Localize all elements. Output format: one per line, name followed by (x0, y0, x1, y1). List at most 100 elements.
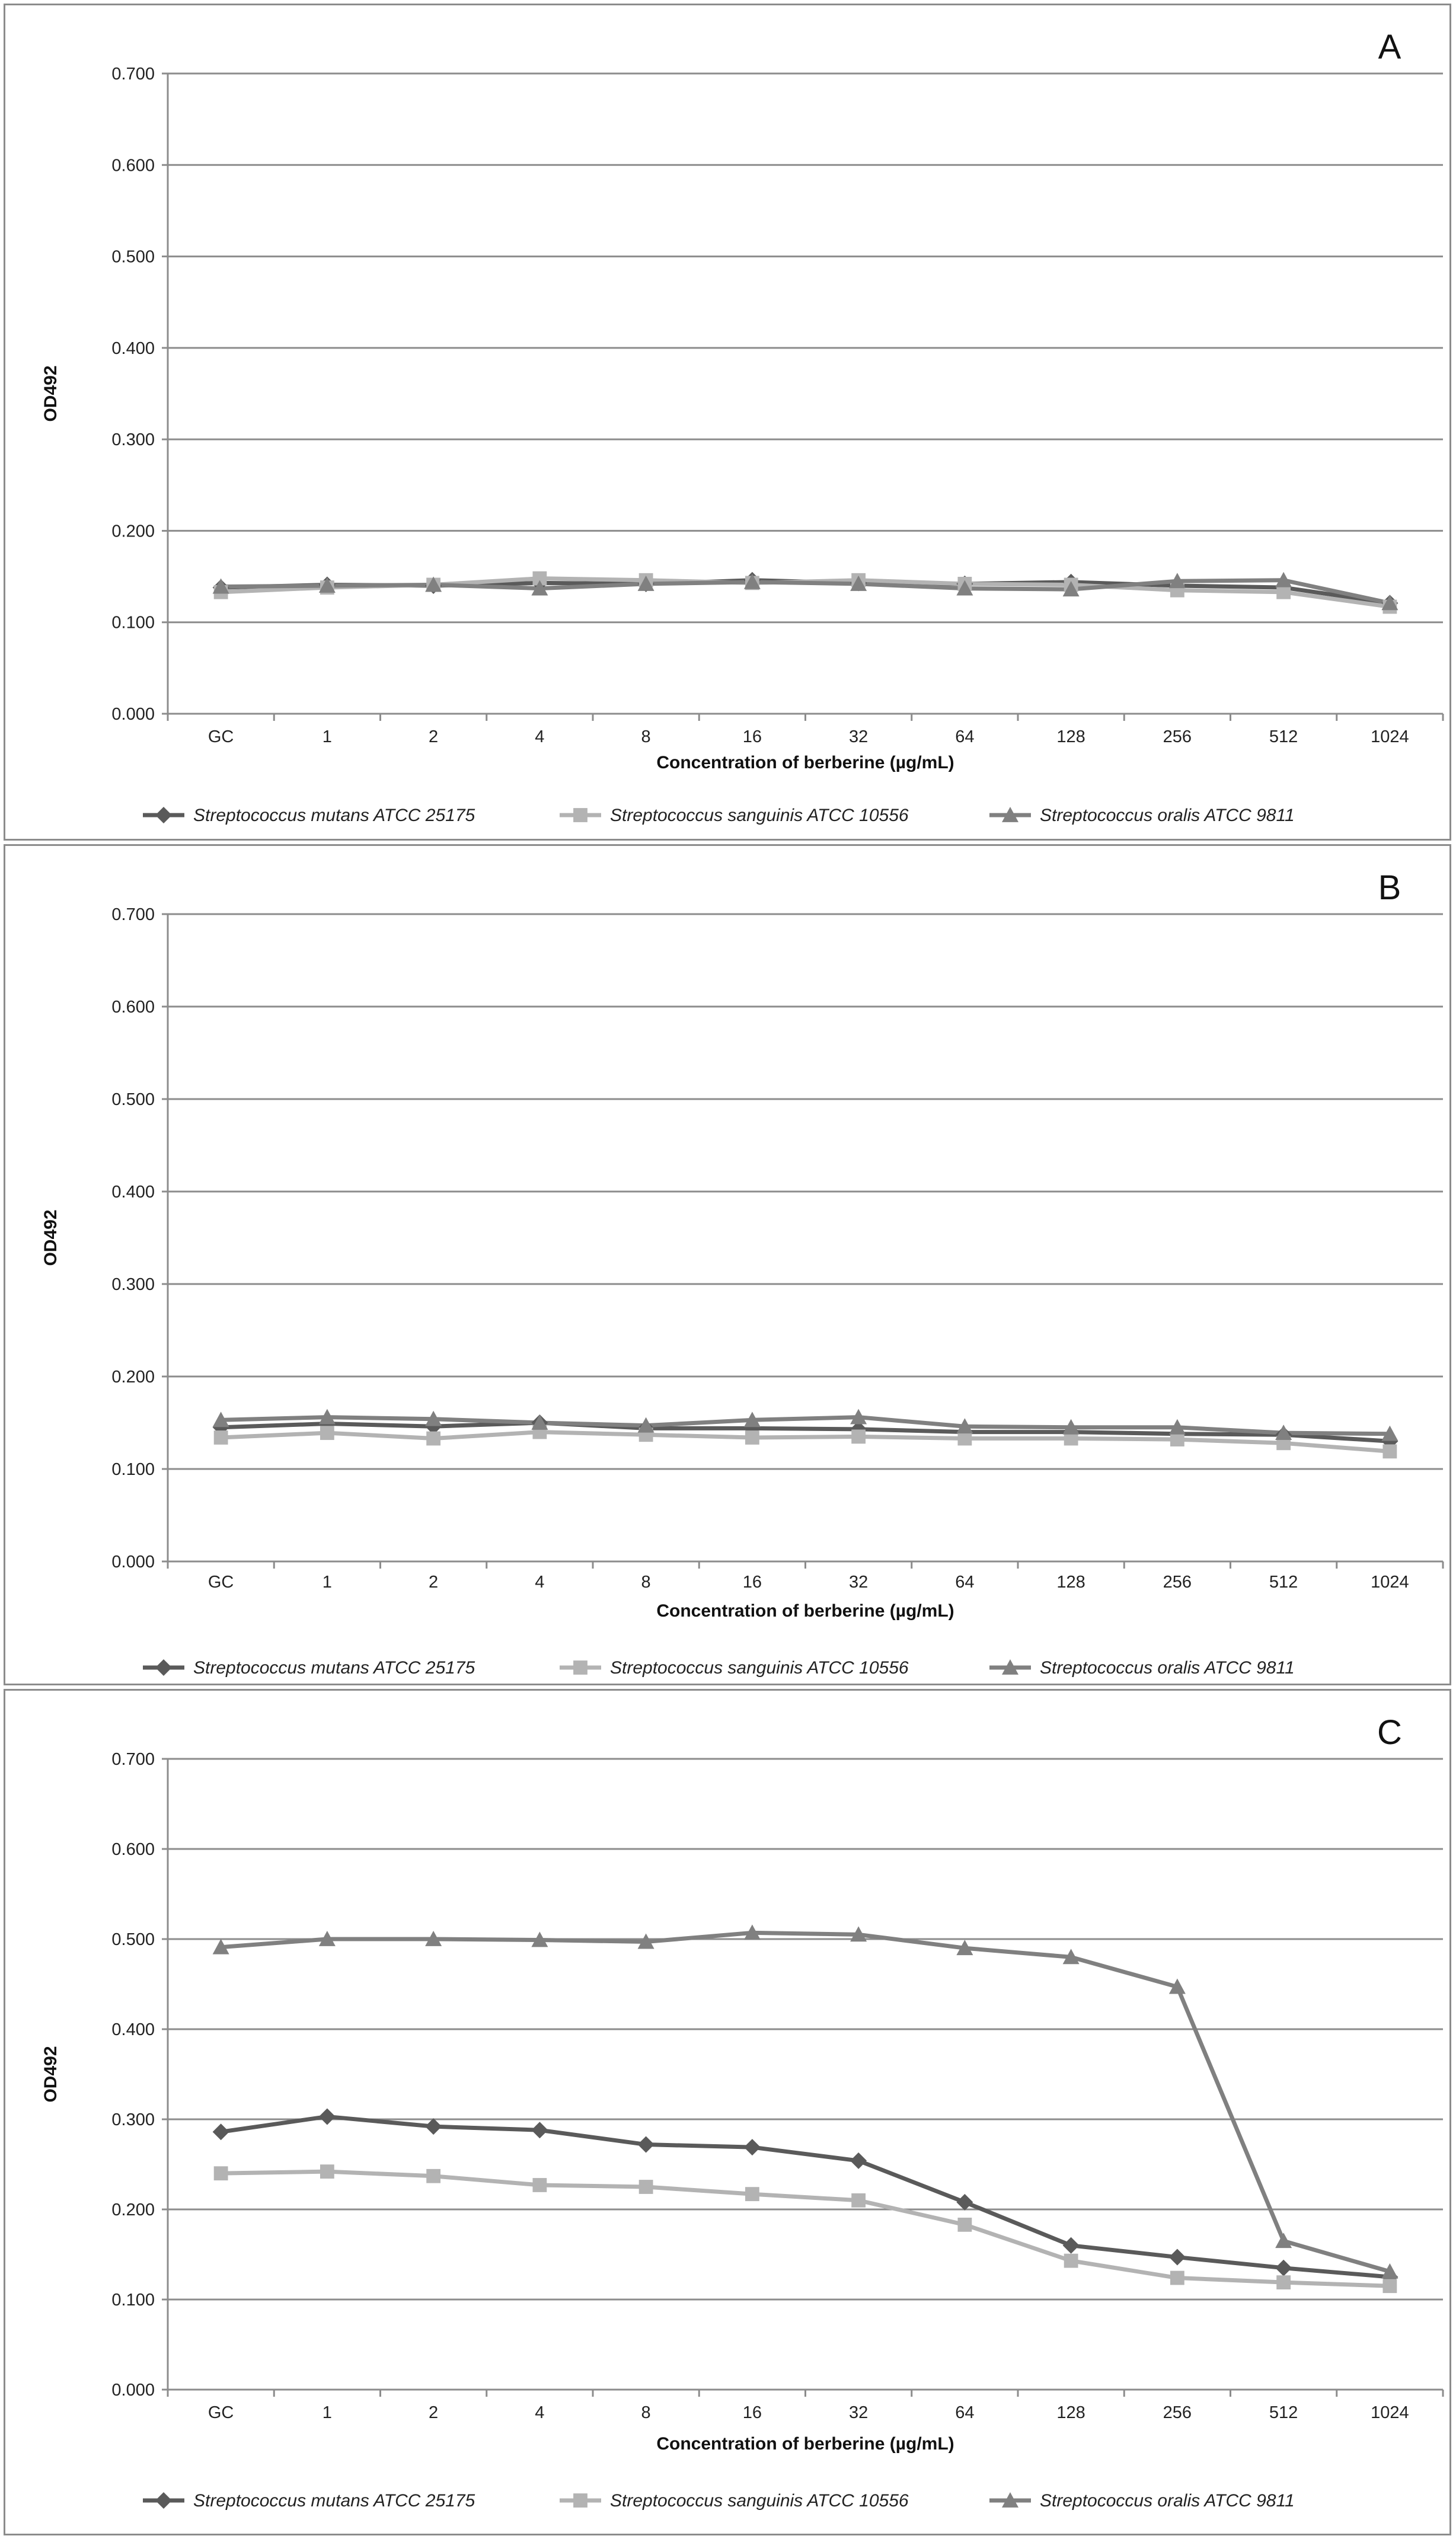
data-point-a-2-10 (1275, 571, 1292, 587)
legend-swatch-marker-a-0 (155, 807, 172, 823)
data-point-b-1-7 (957, 1431, 972, 1446)
y-tick-label-b-0: 0.000 (111, 1553, 155, 1572)
legend-label-b-0: Streptococcus mutans ATCC 25175 (193, 1658, 475, 1678)
y-tick-label-a-7: 0.700 (111, 65, 155, 84)
y-axis-title-a: OD492 (41, 365, 60, 421)
data-point-c-0-6 (850, 2152, 867, 2169)
x-tick-label-c-7: 64 (955, 2403, 974, 2422)
series-line-b-0 (221, 1420, 1390, 1443)
y-tick-label-c-1: 0.100 (111, 2291, 155, 2310)
y-tick-label-c-4: 0.400 (111, 2020, 155, 2039)
data-point-a-2-0 (212, 578, 229, 594)
panel-letter-a: A (1378, 28, 1401, 66)
series-line-c-0 (221, 2114, 1390, 2279)
panel-letter-c: C (1377, 1713, 1402, 1752)
x-tick-label-b-0: GC (208, 1573, 234, 1592)
y-tick-label-a-3: 0.300 (111, 430, 155, 449)
x-tick-label-a-3: 4 (535, 727, 544, 746)
data-point-b-2-2 (425, 1410, 442, 1426)
y-tick-label-c-5: 0.500 (111, 1930, 155, 1949)
y-tick-label-b-3: 0.300 (111, 1275, 155, 1294)
data-point-c-1-1 (320, 2164, 334, 2179)
x-tick-label-b-6: 32 (849, 1573, 868, 1592)
legend-swatch-marker-a-1 (573, 808, 587, 822)
x-tick-label-a-5: 16 (743, 727, 762, 746)
y-tick-label-a-0: 0.000 (111, 705, 155, 724)
x-tick-label-b-9: 256 (1163, 1573, 1192, 1592)
chart-svg-a: 0.000 0.100 0.200 0.300 0.400 0.500 0.600 0.700… (41, 28, 1444, 825)
y-tick-label-a-1: 0.100 (111, 614, 155, 633)
data-point-c-0-3 (531, 2122, 548, 2139)
chart-svg-b: 0.000 0.100 0.200 0.300 0.400 0.500 0.600 0.700… (41, 868, 1444, 1678)
legend-swatch-marker-b-2 (1002, 1659, 1018, 1675)
data-point-c-1-2 (426, 2168, 441, 2183)
legend-label-a-1: Streptococcus sanguinis ATCC 10556 (610, 806, 909, 825)
data-point-c-0-4 (637, 2136, 654, 2153)
y-tick-label-b-6: 0.600 (111, 998, 155, 1017)
x-tick-label-b-5: 16 (743, 1573, 762, 1592)
legend-swatch-marker-c-1 (573, 2493, 587, 2508)
data-point-c-0-1 (318, 2108, 336, 2125)
data-point-c-2-6 (850, 1926, 867, 1942)
data-point-a-2-6 (850, 575, 867, 591)
x-tick-label-b-4: 8 (641, 1573, 651, 1592)
data-point-b-2-5 (743, 1411, 761, 1427)
data-point-c-1-0 (213, 2166, 228, 2181)
y-tick-label-c-0: 0.000 (111, 2381, 155, 2400)
data-point-b-2-7 (956, 1418, 973, 1434)
data-point-c-2-7 (956, 1940, 973, 1956)
x-tick-label-c-5: 16 (743, 2403, 762, 2422)
x-axis-title-c: Concentration of berberine (µg/mL) (656, 2434, 954, 2454)
data-point-c-2-11 (1381, 2263, 1398, 2279)
y-tick-label-b-2: 0.200 (111, 1368, 155, 1387)
chart-svg-c: 0.000 0.100 0.200 0.300 0.400 0.500 0.600 0.700… (41, 1713, 1444, 2511)
data-point-c-1-10 (1276, 2275, 1291, 2290)
data-point-b-1-5 (745, 1430, 759, 1445)
x-tick-label-b-2: 2 (429, 1573, 438, 1592)
x-tick-label-b-3: 4 (535, 1573, 544, 1592)
data-point-b-1-8 (1064, 1431, 1078, 1446)
x-tick-label-a-6: 32 (849, 727, 868, 746)
series-line-a-2 (221, 578, 1391, 605)
data-point-c-2-9 (1168, 1978, 1186, 1994)
data-point-b-1-0 (213, 1430, 228, 1445)
y-tick-label-a-5: 0.500 (111, 248, 155, 267)
y-tick-label-a-2: 0.200 (111, 522, 155, 541)
legend-swatch-marker-c-2 (1002, 2492, 1018, 2508)
y-axis-title-b: OD492 (41, 1209, 60, 1266)
data-point-c-1-4 (638, 2180, 653, 2194)
x-tick-label-b-8: 128 (1056, 1573, 1085, 1592)
y-tick-label-c-7: 0.700 (111, 1750, 155, 1769)
x-tick-label-b-10: 512 (1269, 1573, 1298, 1592)
data-point-c-2-0 (212, 1938, 229, 1954)
x-tick-label-b-11: 1024 (1371, 1573, 1409, 1592)
data-point-c-2-1 (318, 1931, 336, 1946)
legend-label-c-0: Streptococcus mutans ATCC 25175 (193, 2491, 475, 2511)
data-point-b-2-0 (212, 1411, 229, 1427)
y-axis-title-c: OD492 (41, 2046, 60, 2102)
data-point-c-2-5 (743, 1924, 761, 1940)
data-point-a-2-4 (637, 575, 654, 591)
data-point-c-1-7 (957, 2217, 972, 2232)
data-point-b-2-9 (1168, 1419, 1186, 1435)
data-point-c-2-2 (425, 1931, 442, 1946)
y-tick-label-b-1: 0.100 (111, 1460, 155, 1479)
panel-letter-b: B (1378, 868, 1401, 907)
legend-swatch-marker-a-2 (1002, 807, 1018, 822)
x-tick-label-a-11: 1024 (1371, 727, 1409, 746)
data-point-c-0-2 (425, 2118, 442, 2135)
data-point-c-0-0 (212, 2123, 229, 2141)
series-line-b-2 (221, 1415, 1390, 1436)
x-tick-label-c-9: 256 (1163, 2403, 1192, 2422)
data-point-a-1-3 (532, 571, 547, 586)
legend-label-b-1: Streptococcus sanguinis ATCC 10556 (610, 1658, 909, 1678)
chart-panel-a: 0.000 0.100 0.200 0.300 0.400 0.500 0.600 0.700… (4, 4, 1451, 841)
data-point-c-0-8 (1062, 2237, 1080, 2254)
data-point-b-1-6 (851, 1429, 866, 1444)
series-line-b-1 (221, 1430, 1390, 1454)
x-tick-label-a-8: 128 (1056, 727, 1085, 746)
legend-label-a-2: Streptococcus oralis ATCC 9811 (1040, 806, 1295, 825)
data-point-b-2-8 (1062, 1419, 1080, 1435)
data-point-b-2-3 (531, 1414, 548, 1430)
data-point-b-2-1 (318, 1409, 336, 1425)
